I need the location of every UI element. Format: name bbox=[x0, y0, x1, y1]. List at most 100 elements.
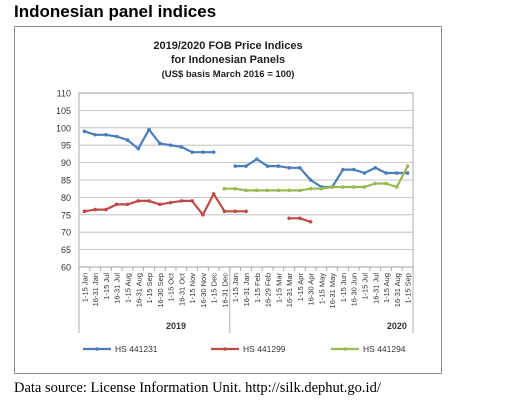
data-point bbox=[298, 188, 302, 193]
data-point bbox=[395, 185, 399, 189]
y-tick-label: 65 bbox=[61, 245, 71, 255]
data-point bbox=[222, 209, 227, 214]
data-point bbox=[254, 157, 259, 161]
legend: HS 441231 HS 441299 HS 441294 bbox=[83, 344, 406, 354]
data-source-note: Data source: License Information Unit. h… bbox=[14, 380, 381, 396]
data-point bbox=[104, 207, 108, 212]
data-point bbox=[179, 145, 184, 149]
data-point bbox=[136, 146, 141, 151]
x-tick-label: 16-31 Jan bbox=[242, 273, 251, 306]
data-point bbox=[341, 167, 345, 172]
x-tick-label: 1-15 Feb bbox=[253, 273, 262, 303]
x-tick-label: 1-15 Jul bbox=[361, 273, 370, 300]
x-tick-label: 16-31 Jul bbox=[113, 273, 122, 304]
x-tick-label: 16-30 Apr bbox=[307, 273, 316, 306]
y-axis-tick-labels: 60 65 70 75 80 85 90 95 100 105 110 bbox=[56, 89, 71, 273]
data-point bbox=[265, 164, 270, 168]
gridlines bbox=[78, 92, 414, 271]
data-point bbox=[233, 164, 238, 168]
data-point bbox=[341, 185, 345, 189]
data-point bbox=[201, 150, 205, 154]
data-series bbox=[82, 127, 410, 224]
y-tick-label: 75 bbox=[61, 210, 71, 220]
y-tick-label: 105 bbox=[56, 106, 71, 116]
chart-title-line: (US$ basis March 2016 = 100) bbox=[162, 69, 295, 80]
data-point bbox=[201, 213, 205, 217]
legend-marker bbox=[223, 347, 227, 351]
plot-area bbox=[78, 92, 414, 268]
data-point bbox=[384, 171, 388, 175]
data-point bbox=[190, 150, 194, 154]
x-tick-label: 16-31 Oct bbox=[177, 272, 186, 306]
x-axis-tick-labels: 1-15 Jan 16-31 Jan 1-15 Jul 16-31 Jul 1-15 A… bbox=[80, 272, 412, 308]
x-tick-label: 1-15 Nov bbox=[188, 273, 197, 304]
y-tick-label: 90 bbox=[61, 158, 71, 168]
x-tick-label: 16-30 Sep bbox=[156, 273, 165, 308]
legend-item: HS 441299 bbox=[211, 344, 286, 354]
data-point bbox=[222, 186, 227, 191]
x-tick-label: 1-15 Jan bbox=[231, 273, 240, 302]
data-point bbox=[82, 129, 87, 134]
year-label: 2019 bbox=[166, 321, 186, 331]
data-point bbox=[330, 185, 334, 189]
x-tick-label: 1-15 Jun bbox=[339, 273, 348, 302]
data-point bbox=[287, 188, 291, 193]
x-tick-label: 1-15 Sep bbox=[145, 273, 154, 303]
data-point bbox=[351, 185, 356, 189]
data-point bbox=[190, 199, 194, 203]
data-point bbox=[211, 150, 216, 154]
data-point bbox=[287, 166, 291, 170]
data-point bbox=[211, 192, 216, 196]
chart-title-line: for Indonesian Panels bbox=[171, 54, 285, 66]
data-point bbox=[244, 164, 248, 168]
data-point bbox=[114, 134, 119, 139]
data-point bbox=[405, 164, 410, 168]
legend-label: HS 441294 bbox=[363, 344, 406, 354]
legend-label: HS 441231 bbox=[115, 344, 158, 354]
chart-frame: 2019/2020 FOB Price Indices for Indonesia… bbox=[14, 26, 442, 374]
x-tick-label: 16-29 Feb bbox=[264, 273, 273, 307]
x-tick-label: 1-15 Jul bbox=[102, 273, 111, 300]
data-point bbox=[298, 216, 302, 221]
x-tick-label: 16-31 Jan bbox=[91, 273, 100, 306]
data-point bbox=[319, 186, 324, 191]
data-point bbox=[158, 141, 162, 146]
x-tick-label: 16-31 Aug bbox=[393, 273, 402, 307]
data-point bbox=[405, 171, 410, 175]
y-tick-label: 85 bbox=[61, 176, 71, 186]
legend-item: HS 441294 bbox=[331, 344, 406, 354]
data-point bbox=[351, 167, 356, 172]
data-point bbox=[298, 166, 302, 170]
price-index-chart: 2019/2020 FOB Price Indices for Indonesia… bbox=[56, 40, 414, 354]
data-point bbox=[395, 171, 399, 175]
x-tick-label: 1-15 Oct bbox=[167, 272, 176, 302]
x-tick-label: 1-15 Jan bbox=[80, 273, 89, 302]
y-tick-label: 80 bbox=[61, 193, 71, 203]
series-hs-441294 bbox=[222, 164, 410, 193]
series-line bbox=[84, 128, 214, 154]
year-labels: 2019 2020 bbox=[78, 267, 414, 333]
data-point bbox=[373, 181, 378, 186]
data-point bbox=[168, 200, 173, 205]
data-point bbox=[244, 209, 248, 214]
data-point bbox=[158, 202, 162, 207]
data-point bbox=[233, 209, 238, 214]
chart-title-line: 2019/2020 FOB Price Indices bbox=[153, 40, 302, 52]
page-heading: Indonesian panel indices bbox=[14, 2, 217, 21]
data-point bbox=[233, 186, 238, 191]
legend-item: HS 441231 bbox=[83, 344, 158, 354]
series-line bbox=[84, 192, 246, 216]
data-point bbox=[82, 209, 87, 214]
x-tick-label: 1-15 Apr bbox=[296, 273, 305, 302]
data-point bbox=[93, 132, 97, 137]
y-tick-label: 60 bbox=[61, 263, 71, 273]
data-point bbox=[244, 188, 248, 193]
y-tick-label: 95 bbox=[61, 141, 71, 151]
data-point bbox=[125, 202, 130, 207]
data-point bbox=[136, 199, 141, 203]
data-point bbox=[147, 199, 151, 203]
data-point bbox=[168, 143, 173, 147]
data-point bbox=[362, 185, 367, 189]
year-label: 2020 bbox=[387, 321, 407, 331]
y-tick-label: 100 bbox=[56, 123, 71, 133]
